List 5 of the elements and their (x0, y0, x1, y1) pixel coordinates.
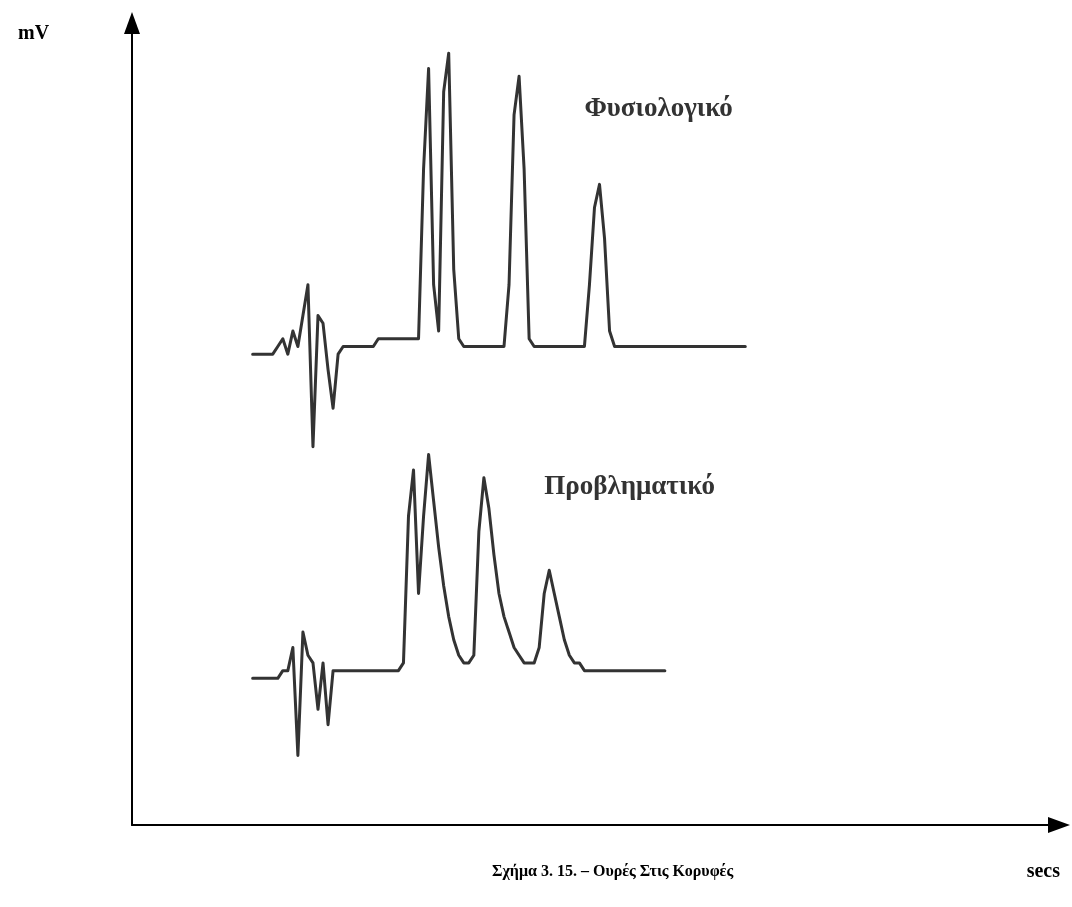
x-axis-title: secs (1026, 859, 1061, 881)
text: Φυσιολογικό (584, 92, 733, 123)
text: Προβληματικό (544, 470, 715, 501)
y-axis-title: mV (18, 21, 50, 43)
text: Σχήμα 3. 15. – Ουρές Στις Κορυφές (492, 861, 734, 880)
